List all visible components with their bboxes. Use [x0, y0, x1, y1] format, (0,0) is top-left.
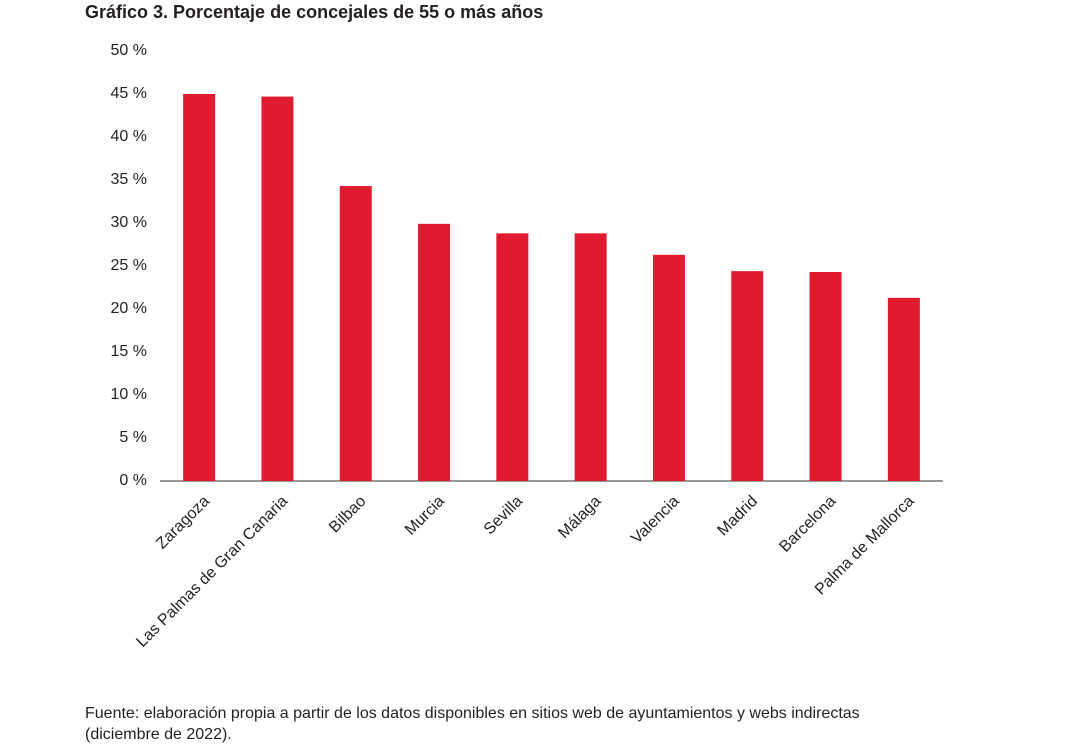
- x-tick-label: Valencia: [628, 493, 683, 548]
- bar: [887, 297, 920, 481]
- y-tick-label: 30 %: [111, 214, 147, 231]
- y-tick-label: 15 %: [111, 343, 147, 360]
- y-tick-label: 40 %: [111, 128, 147, 145]
- x-tick-label: Barcelona: [776, 493, 839, 556]
- bar: [261, 96, 294, 481]
- y-tick-label: 20 %: [111, 300, 147, 317]
- chart-title: Gráfico 3. Porcentaje de concejales de 5…: [85, 2, 543, 22]
- x-tick-label: Murcia: [402, 493, 448, 539]
- x-tick-label: Bilbao: [326, 493, 370, 537]
- bar: [183, 94, 216, 481]
- y-tick-label: 35 %: [111, 171, 147, 188]
- y-tick-label: 10 %: [111, 386, 147, 403]
- x-tick-label: Las Palmas de Gran Canaria: [133, 493, 291, 651]
- bar: [809, 272, 842, 481]
- y-tick-label: 25 %: [111, 257, 147, 274]
- bar: [418, 223, 451, 482]
- bar: [574, 233, 607, 481]
- x-tick-label: Madrid: [714, 493, 761, 540]
- bar: [731, 271, 764, 481]
- source-note: (diciembre de 2022).: [85, 726, 232, 743]
- x-tick-label: Sevilla: [481, 493, 526, 538]
- bar: [339, 186, 372, 481]
- y-tick-label: 0 %: [119, 472, 147, 489]
- x-tick-label: Zaragoza: [153, 493, 213, 553]
- y-tick-label: 45 %: [111, 85, 147, 102]
- x-tick-label: Málaga: [555, 493, 604, 542]
- bar: [496, 233, 529, 481]
- y-tick-label: 50 %: [111, 42, 147, 59]
- source-note: Fuente: elaboración propia a partir de l…: [85, 705, 860, 722]
- bar: [652, 254, 685, 481]
- y-tick-label: 5 %: [119, 429, 147, 446]
